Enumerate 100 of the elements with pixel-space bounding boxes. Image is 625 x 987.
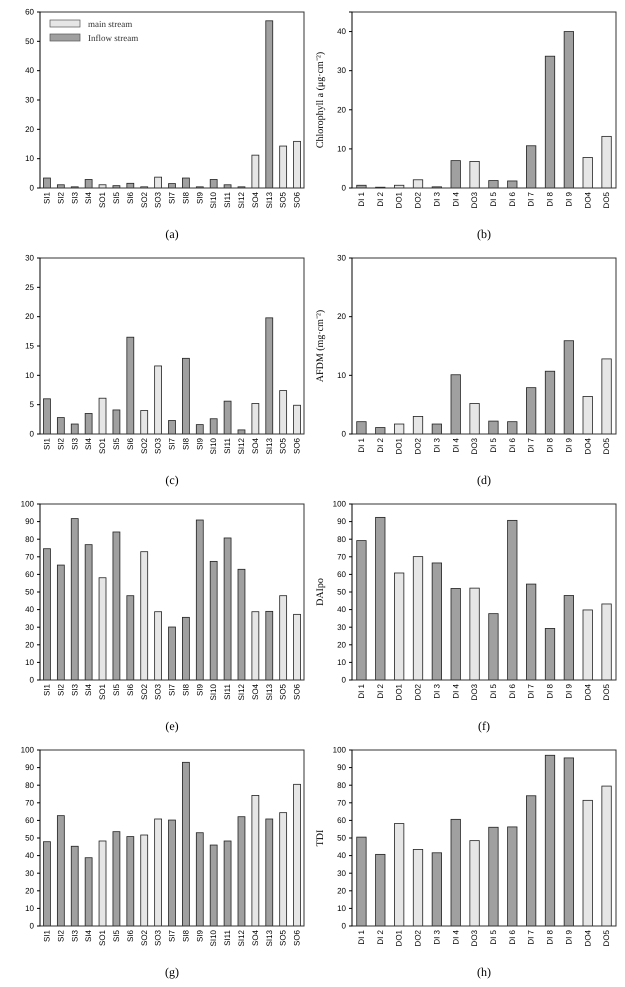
x-tick-label: SI11 (223, 191, 232, 208)
x-tick-label: SI2 (56, 437, 66, 450)
x-tick-label: DO5 (602, 437, 612, 454)
x-tick-label: DI 8 (546, 929, 555, 945)
y-tick-label: 20 (337, 105, 347, 114)
x-tick-label: SI4 (84, 683, 94, 696)
text: (g) (165, 965, 179, 979)
y-tick-label: 30 (25, 622, 35, 632)
x-tick-label: SO2 (140, 191, 149, 208)
x-tick-label: DI 5 (488, 683, 498, 699)
y-tick-label: 60 (337, 816, 347, 825)
x-tick-label: SO2 (140, 437, 149, 454)
y-tick-label: 50 (25, 36, 35, 46)
x-tick-label: DI 7 (526, 683, 536, 699)
y-tick-label: 10 (25, 658, 35, 667)
x-tick-label: SI1 (42, 191, 52, 204)
x-tick-label: DO5 (602, 683, 612, 700)
x-tick-label: SI3 (70, 191, 80, 204)
x-tick-label: DI 4 (451, 437, 460, 453)
legend-label: main stream (88, 19, 132, 29)
text: (c) (165, 473, 179, 487)
x-tick-label: SO6 (292, 683, 302, 700)
x-tick-label: DO2 (414, 437, 423, 454)
x-tick-label: DI 4 (451, 191, 460, 207)
x-tick-label: DI 2 (376, 191, 385, 207)
x-tick-label: SI8 (181, 683, 190, 696)
y-tick-label: 30 (25, 868, 35, 878)
x-tick-label: SI12 (237, 683, 246, 700)
y-tick-label: 20 (25, 886, 35, 896)
x-tick-label: DI 1 (356, 929, 366, 945)
x-tick-label: DI 9 (564, 683, 574, 699)
x-tick-label: SI4 (84, 437, 94, 450)
x-tick-label: SI7 (168, 683, 177, 696)
y-tick-label: 25 (25, 282, 35, 292)
x-tick-label: SI8 (181, 929, 190, 942)
x-tick-label: SO6 (292, 191, 302, 208)
x-tick-label: SO5 (278, 683, 288, 700)
x-tick-label: SO5 (278, 929, 288, 946)
y-tick-label: 90 (337, 517, 347, 526)
y-tick-label: 20 (337, 640, 347, 650)
x-tick-label: SO3 (154, 929, 163, 946)
x-tick-label: SI3 (70, 929, 80, 942)
x-tick-label: SI2 (56, 191, 66, 204)
x-tick-label: DI 8 (546, 191, 555, 207)
y-axis-title: TDI (315, 830, 326, 846)
x-tick-label: SI12 (237, 437, 246, 454)
y-tick-label: 0 (30, 922, 35, 931)
y-tick-label: 10 (25, 370, 35, 380)
y-tick-label: 60 (25, 8, 35, 17)
x-tick-label: DI 5 (488, 191, 498, 207)
y-tick-label: 10 (25, 154, 35, 164)
y-tick-label: 30 (337, 254, 347, 263)
y-tick-label: 40 (25, 605, 35, 614)
x-tick-label: DO2 (414, 929, 423, 946)
y-tick-label: 70 (25, 552, 35, 562)
x-tick-label: SO5 (278, 437, 288, 454)
x-tick-label: SI2 (56, 683, 66, 696)
x-tick-label: SI7 (168, 191, 177, 204)
x-tick-label: SO6 (292, 929, 302, 946)
legend-label: Inflow stream (88, 33, 138, 43)
x-tick-label: DI 3 (432, 683, 442, 699)
x-tick-label: DI 3 (432, 191, 442, 207)
y-tick-label: 10 (337, 144, 347, 154)
x-tick-label: SO4 (250, 929, 260, 946)
x-tick-label: DI 1 (356, 437, 366, 453)
x-tick-label: DO2 (414, 683, 423, 700)
y-tick-label: 20 (337, 886, 347, 896)
x-tick-label: SI8 (181, 191, 190, 204)
x-tick-label: SI10 (209, 929, 218, 946)
x-tick-label: DI 2 (376, 437, 385, 453)
x-tick-label: SI9 (195, 683, 204, 696)
x-tick-label: SI10 (209, 437, 218, 454)
y-tick-label: 30 (337, 622, 347, 632)
x-tick-label: DO4 (583, 191, 592, 208)
x-tick-label: SI11 (223, 683, 232, 700)
y-tick-label: 90 (337, 763, 347, 772)
y-tick-label: 40 (337, 851, 347, 860)
x-tick-label: SI6 (126, 683, 135, 696)
x-tick-label: DI 5 (488, 437, 498, 453)
y-tick-label: 10 (337, 904, 347, 913)
x-tick-label: SI10 (209, 683, 218, 700)
y-tick-label: 0 (342, 184, 347, 193)
x-tick-label: DI 9 (564, 437, 574, 453)
x-tick-label: DO5 (602, 929, 612, 946)
x-tick-label: SI6 (126, 929, 135, 942)
x-tick-label: SI5 (112, 437, 121, 450)
x-tick-label: DI 4 (451, 929, 460, 945)
x-tick-label: SI3 (70, 683, 80, 696)
x-tick-label: SI3 (70, 437, 80, 450)
x-tick-label: DO2 (414, 191, 423, 208)
y-tick-label: 60 (337, 570, 347, 579)
y-tick-label: 60 (25, 816, 35, 825)
y-tick-label: 10 (337, 370, 347, 380)
x-tick-label: SI6 (126, 191, 135, 204)
x-tick-label: DI 3 (432, 437, 442, 453)
text: (b) (477, 227, 491, 241)
x-tick-label: DO3 (470, 437, 480, 454)
x-tick-label: SI8 (181, 437, 190, 450)
x-tick-label: DI 9 (564, 191, 574, 207)
text: (f) (478, 719, 490, 733)
